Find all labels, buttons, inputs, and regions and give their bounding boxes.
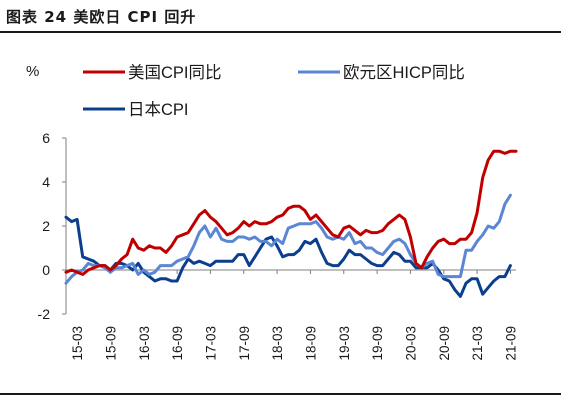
series-line-us-cpi xyxy=(64,149,518,276)
y-tick-label: 4 xyxy=(42,174,50,190)
x-tick-label: 21-03 xyxy=(470,326,485,361)
x-tick-label: 19-09 xyxy=(370,326,385,361)
x-tick-label: 15-03 xyxy=(70,326,85,361)
figure-header: 图表 24 美欧日 CPI 回升 xyxy=(0,0,561,33)
x-tick-label: 17-03 xyxy=(203,326,218,361)
footer-rule xyxy=(0,393,561,395)
x-tick-label: 21-09 xyxy=(503,326,518,361)
y-tick-label: 6 xyxy=(42,130,50,146)
figure-title: 图表 24 美欧日 CPI 回升 xyxy=(6,8,197,26)
x-tick-label: 16-03 xyxy=(137,326,152,361)
x-tick-label: 18-03 xyxy=(270,326,285,361)
x-tick-label: 20-03 xyxy=(403,326,418,361)
x-tick-label: 19-03 xyxy=(337,326,352,361)
header-rule xyxy=(0,31,561,33)
y-tick-label: 0 xyxy=(42,262,50,278)
legend-label: 日本CPI xyxy=(128,100,189,119)
y-tick-label: -2 xyxy=(38,306,51,322)
x-tick-label: 20-09 xyxy=(437,326,452,361)
y-axis-unit-label: % xyxy=(26,63,39,80)
x-tick-label: 16-09 xyxy=(170,326,185,361)
x-tick-label: 17-09 xyxy=(237,326,252,361)
x-tick-label: 15-09 xyxy=(103,326,118,361)
y-tick-label: 2 xyxy=(42,218,50,234)
series-line-eurozone-hicp xyxy=(64,193,512,285)
legend-label: 美国CPI同比 xyxy=(128,63,222,82)
x-tick-label: 18-09 xyxy=(303,326,318,361)
legend-label: 欧元区HICP同比 xyxy=(343,63,465,82)
